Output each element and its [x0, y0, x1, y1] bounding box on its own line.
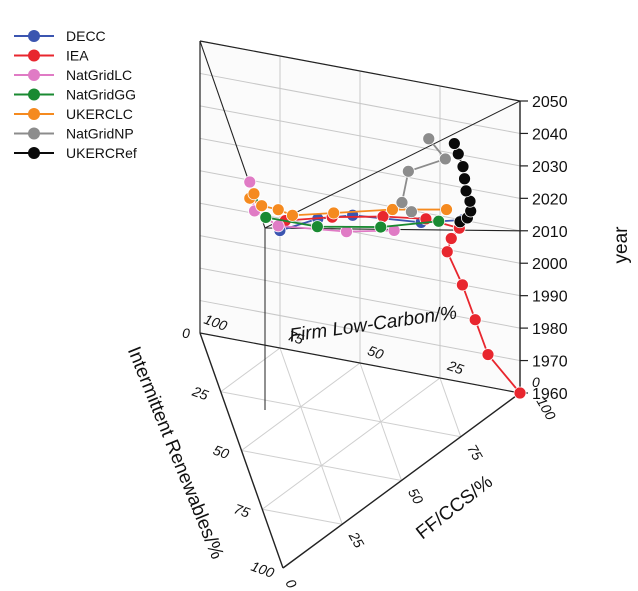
- ff-tick-label: 0: [282, 576, 300, 591]
- data-point: [432, 214, 446, 228]
- base-gridline: [262, 508, 343, 525]
- data-point: [401, 164, 415, 178]
- data-point: [259, 211, 273, 224]
- legend-item: NatGridGG: [14, 87, 136, 103]
- year-tick-label: 2020: [532, 191, 568, 208]
- data-point: [395, 196, 409, 209]
- legend-item: UKERCLC: [14, 106, 133, 122]
- data-point: [340, 225, 353, 239]
- legend-label: UKERCRef: [66, 145, 137, 161]
- data-point: [422, 132, 436, 146]
- legend-label: NatGridLC: [66, 67, 132, 83]
- base-edge-firm-ff: [199, 332, 521, 394]
- data-point: [440, 203, 453, 216]
- year-tick-label: 2040: [532, 126, 568, 143]
- ff-tick-label: 50: [405, 485, 427, 507]
- data-point: [387, 224, 401, 237]
- legend-item: DECC: [14, 28, 106, 44]
- data-point: [405, 205, 418, 219]
- firm-tick-label: 75: [286, 327, 306, 347]
- series-ukercref: [447, 137, 478, 229]
- data-point: [286, 208, 299, 222]
- legend-label: DECC: [66, 28, 106, 44]
- top-edge: [199, 40, 521, 102]
- data-point: [271, 203, 285, 217]
- data-point: [374, 220, 388, 234]
- ren-tick-label: 75: [232, 500, 252, 520]
- legend-marker: [28, 108, 40, 120]
- ren-tick-label: 50: [211, 442, 231, 462]
- data-point: [247, 187, 261, 201]
- firm-tick-label: 100: [202, 311, 230, 334]
- base-gridline: [220, 347, 281, 393]
- base-gridline: [241, 450, 402, 481]
- year-tick-label: 2030: [532, 159, 568, 176]
- legend-label: IEA: [66, 48, 89, 64]
- legend: DECC IEA NatGridLC NatGridGG UKERCLC NatGridN…: [14, 28, 137, 161]
- axis-title-ffccs: FF/CCS/%: [412, 471, 497, 544]
- firm-tick-label: 25: [445, 357, 466, 378]
- ren-tick-label: 25: [189, 383, 210, 404]
- legend-marker: [28, 30, 40, 42]
- firm-tick-label: 0: [182, 325, 190, 341]
- data-point: [513, 386, 527, 400]
- data-point: [327, 206, 341, 220]
- year-tick-label: 2010: [532, 224, 568, 241]
- base-gridline: [220, 391, 461, 438]
- data-point: [481, 348, 495, 361]
- data-point: [438, 152, 452, 166]
- frame-diagonal-top: [264, 100, 521, 229]
- data-point: [444, 232, 458, 245]
- series-natgridnp: [395, 132, 452, 219]
- legend-marker: [28, 147, 40, 159]
- base-gridline: [241, 362, 361, 451]
- base-edge-ren-ff: [282, 392, 521, 569]
- year-tick-label: 1970: [532, 354, 568, 371]
- legend-item: UKERCRef: [14, 145, 137, 161]
- legend-marker: [28, 88, 40, 101]
- base-gridline: [439, 377, 462, 437]
- base-gridline: [359, 362, 402, 481]
- firm-tick-label: 0: [532, 374, 540, 390]
- legend-label: UKERCLC: [66, 106, 133, 122]
- year-tick-label: 2050: [532, 94, 568, 111]
- data-point: [455, 278, 469, 292]
- legend-label: NatGridNP: [66, 126, 134, 142]
- base-gridline: [261, 377, 441, 510]
- legend-label: NatGridGG: [66, 87, 136, 103]
- year-tick-label: 1980: [532, 321, 568, 338]
- data-point: [458, 172, 471, 186]
- year-tick-label: 2000: [532, 256, 568, 273]
- data-point: [456, 160, 470, 174]
- data-series: [243, 132, 527, 400]
- legend-marker: [28, 49, 40, 62]
- legend-item: IEA: [14, 48, 89, 64]
- data-point: [243, 175, 257, 189]
- legend-marker: [28, 127, 40, 140]
- series-ukerclc: [243, 187, 453, 222]
- legend-marker: [28, 69, 40, 81]
- year-tick-label: 1960: [532, 386, 568, 403]
- legend-item: NatGridNP: [14, 126, 134, 142]
- tick-labels: 1960 1970 1980 1990 2000 2010 2020 2030 2040 2050…: [182, 94, 568, 591]
- legend-item: NatGridLC: [14, 67, 132, 83]
- data-point: [271, 219, 285, 233]
- base-gridline: [279, 347, 343, 525]
- data-point: [310, 220, 324, 234]
- data-point: [459, 184, 473, 198]
- base-edge-firm-ren: [199, 332, 284, 569]
- firm-tick-label: 50: [366, 342, 386, 362]
- year-tick-label: 1990: [532, 289, 568, 306]
- ren-tick-label: 100: [249, 558, 277, 581]
- data-point: [440, 245, 454, 259]
- ff-tick-label: 25: [345, 528, 367, 551]
- data-point: [255, 199, 269, 213]
- data-point: [386, 203, 399, 216]
- ff-tick-label: 75: [464, 442, 486, 464]
- data-point: [468, 313, 482, 327]
- axis-title-year: year: [611, 226, 632, 264]
- data-point: [447, 137, 461, 150]
